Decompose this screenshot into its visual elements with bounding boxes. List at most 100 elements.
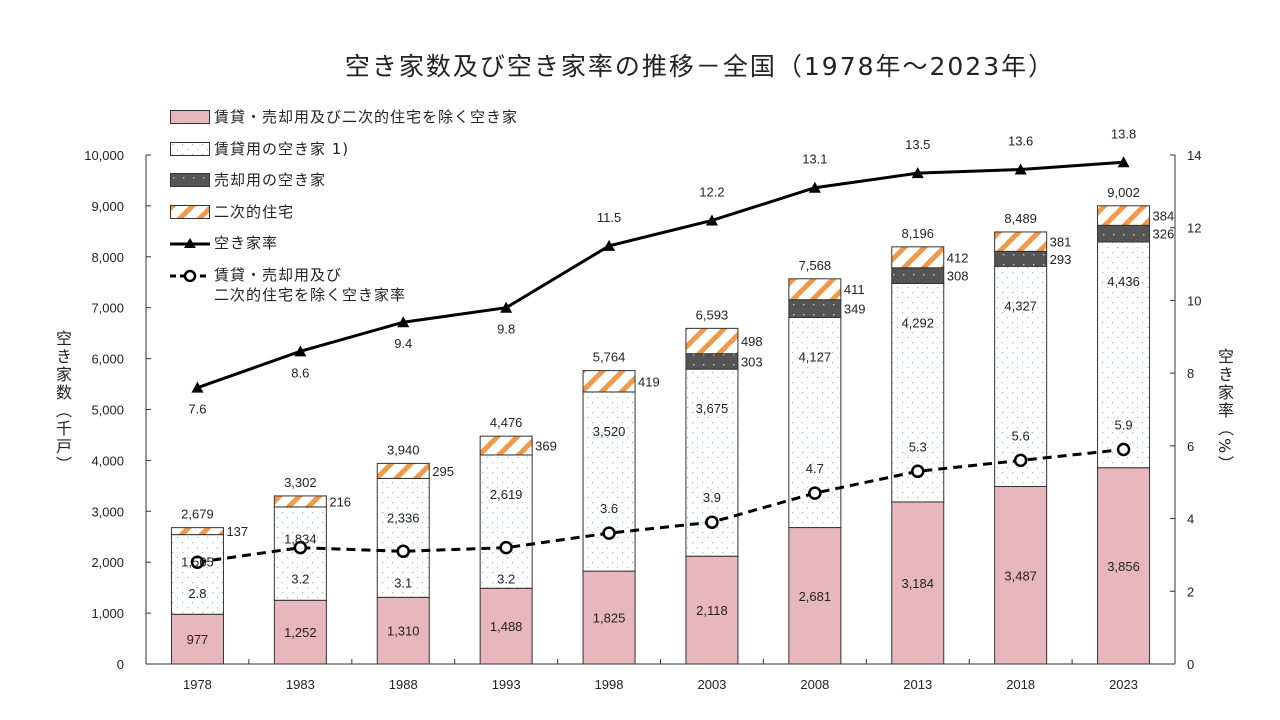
bar-label: 977 [187, 632, 209, 647]
rate-label: 13.8 [1111, 126, 1136, 141]
x-tick-label: 1993 [492, 677, 521, 692]
y-tick-label-left: 8,000 [91, 250, 124, 265]
triangle-marker [294, 345, 307, 357]
bar-segment [994, 486, 1048, 665]
rate-label: 13.1 [802, 152, 827, 167]
bar-label: 1,252 [284, 625, 317, 640]
bar-label: 3,487 [1004, 568, 1037, 583]
legend-item-other-vacancy-rate: 賃貸・売却用及び 二次的住宅を除く空き家率 [170, 265, 518, 304]
y-tick-label-right: 14 [1187, 148, 1201, 163]
bar-segment [685, 353, 739, 370]
y-tick-label-left: 3,000 [91, 504, 124, 519]
rate-label: 13.6 [1008, 134, 1033, 149]
rate-label: 3.6 [600, 501, 618, 516]
bar-total-label: 3,302 [284, 475, 317, 490]
triangle-marker [500, 301, 513, 313]
bar-segment [170, 534, 224, 615]
legend-item-vacancy-rate: 空き家率 [170, 233, 518, 265]
bar-total-label: 5,764 [593, 350, 626, 365]
bar-segment [685, 327, 739, 355]
circle-marker [396, 544, 410, 559]
bar-label: 3,184 [901, 576, 934, 591]
x-tick-label: 2003 [697, 677, 726, 692]
triangle-marker [191, 381, 204, 393]
legend-item-other-vacant: 賃貸・売却用及び二次的住宅を除く空き家 [170, 107, 518, 139]
bar-label: 4,127 [799, 349, 832, 364]
bar-total-label: 8,196 [901, 226, 934, 241]
rate-label: 3.9 [703, 490, 721, 505]
bar-label: 216 [329, 494, 351, 509]
bar-label: 1,834 [284, 532, 317, 547]
x-tick-label: 1978 [183, 677, 212, 692]
y-tick-label-right: 8 [1187, 366, 1194, 381]
bar-segment [1097, 224, 1151, 243]
bar-segment [170, 527, 224, 536]
legend-item-for-sale: 売却用の空き家 [170, 170, 518, 202]
rate-label: 7.6 [188, 402, 206, 417]
bar-segment [582, 391, 636, 572]
y-tick-label-right: 10 [1187, 293, 1201, 308]
circle-marker [705, 515, 719, 529]
bar-total-label: 9,002 [1107, 185, 1140, 200]
bar-segment [891, 267, 945, 284]
bar-total-label: 4,476 [490, 415, 523, 430]
circle-marker [190, 555, 205, 569]
circle-marker [499, 540, 513, 555]
y-tick-label-left: 5,000 [91, 403, 124, 418]
bars [170, 205, 1151, 665]
rate-label: 8.6 [291, 365, 309, 380]
y-tick-label-right: 12 [1187, 221, 1201, 236]
bar-segment [376, 477, 430, 598]
bar-segment [479, 587, 533, 665]
bar-segment [582, 370, 636, 393]
y-tick-label-left: 10,000 [84, 148, 124, 163]
bar-segment [376, 596, 430, 665]
bar-total-label: 2,679 [181, 507, 214, 522]
bar-label: 1,488 [490, 619, 523, 634]
circle-marker [911, 464, 925, 479]
legend-label: 売却用の空き家 [214, 171, 327, 189]
rate-label: 5.9 [1115, 417, 1133, 432]
bar-label: 1,565 [181, 554, 214, 569]
bar-label: 137 [226, 524, 248, 539]
rate-label: 13.5 [905, 137, 930, 152]
bar-label: 381 [1050, 235, 1072, 250]
bar-segment [170, 613, 224, 665]
x-tick-label: 2013 [903, 677, 932, 692]
circle-marker [1013, 453, 1028, 468]
legend-label: 空き家率 [214, 234, 279, 252]
bar-segment [479, 435, 533, 456]
y-tick-label-left: 7,000 [91, 301, 124, 316]
bar-segment [891, 501, 945, 665]
y-axis-label-right: 空き家率（%） [1215, 348, 1234, 474]
bar-label: 1,310 [387, 624, 420, 639]
legend-swatch-vacancy-rate [170, 238, 210, 248]
bar-label: 303 [741, 354, 763, 369]
triangle-marker [911, 167, 924, 179]
chart-title: 空き家数及び空き家率の推移－全国（1978年～2023年） [344, 52, 1056, 81]
circle-marker [602, 526, 616, 540]
bar-segment [273, 599, 327, 665]
triangle-marker [705, 214, 718, 226]
rate-label: 11.5 [597, 210, 621, 225]
data-labels: 977 1,565 137 2,679 1,252 1,834 216 3,302 1,310 2… [181, 126, 1174, 647]
bar-segment [788, 278, 842, 301]
bar-label: 419 [638, 374, 660, 389]
bar-total-label: 6,593 [696, 307, 729, 322]
bar-label: 369 [535, 439, 557, 454]
vacancy-rate-line [196, 160, 1124, 390]
x-tick-label: 2018 [1006, 677, 1035, 692]
bar-segment [994, 265, 1048, 488]
bar-label: 4,327 [1004, 298, 1037, 313]
lines [190, 156, 1131, 569]
bar-total-label: 7,568 [799, 258, 832, 273]
bar-label: 3,520 [593, 424, 626, 439]
x-tick-label: 2008 [800, 677, 829, 692]
bar-label: 3,675 [696, 401, 729, 416]
legend-swatch-for-sale [170, 173, 210, 187]
legend-item-rental: 賃貸用の空き家 1) [170, 139, 518, 171]
bar-label: 498 [741, 334, 763, 349]
bar-label: 3,856 [1107, 559, 1140, 574]
y-axis-label-left: 空き家数（千戸） [53, 330, 72, 474]
triangle-marker [397, 316, 410, 328]
